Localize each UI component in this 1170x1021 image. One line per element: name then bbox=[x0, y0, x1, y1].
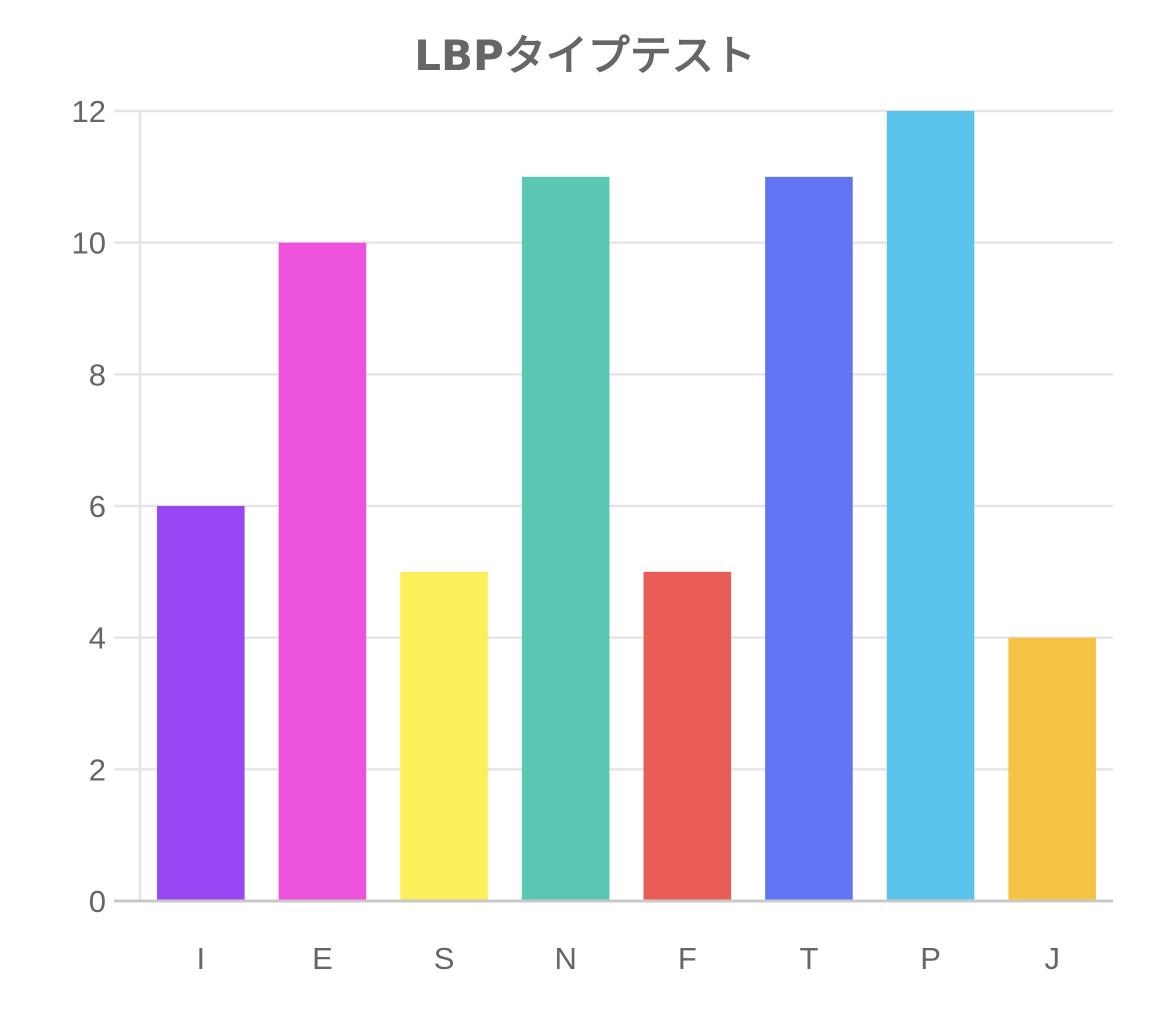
x-tick-label: P bbox=[920, 941, 941, 976]
bars bbox=[157, 111, 1096, 902]
chart-title: LBPタイプテスト bbox=[414, 31, 756, 80]
x-tick-label: S bbox=[434, 941, 455, 976]
y-tick-label: 6 bbox=[89, 489, 106, 524]
y-tick-label: 8 bbox=[89, 357, 106, 392]
axes bbox=[114, 111, 1113, 903]
bar-S bbox=[400, 571, 488, 901]
y-tick-label: 12 bbox=[72, 94, 106, 129]
y-tick-labels: 0 2 4 6 8 10 12 bbox=[72, 94, 106, 919]
x-tick-label: N bbox=[554, 941, 576, 976]
bar-J bbox=[1008, 637, 1096, 901]
y-tick-label: 10 bbox=[72, 226, 106, 261]
x-tick-label: J bbox=[1044, 941, 1060, 976]
bar-I bbox=[157, 506, 245, 901]
x-tick-label: E bbox=[312, 941, 333, 976]
x-tick-label: T bbox=[799, 941, 818, 976]
y-tick-label: 2 bbox=[89, 752, 106, 787]
bar-P bbox=[886, 111, 975, 901]
y-tick-label: 0 bbox=[89, 884, 106, 919]
bar-F bbox=[643, 571, 732, 901]
bar-T bbox=[765, 176, 853, 902]
y-tick-label: 4 bbox=[89, 621, 106, 656]
x-tick-label: F bbox=[678, 941, 697, 976]
bar-N bbox=[521, 176, 610, 902]
bar-E bbox=[278, 242, 367, 901]
x-tick-label: I bbox=[197, 941, 206, 976]
